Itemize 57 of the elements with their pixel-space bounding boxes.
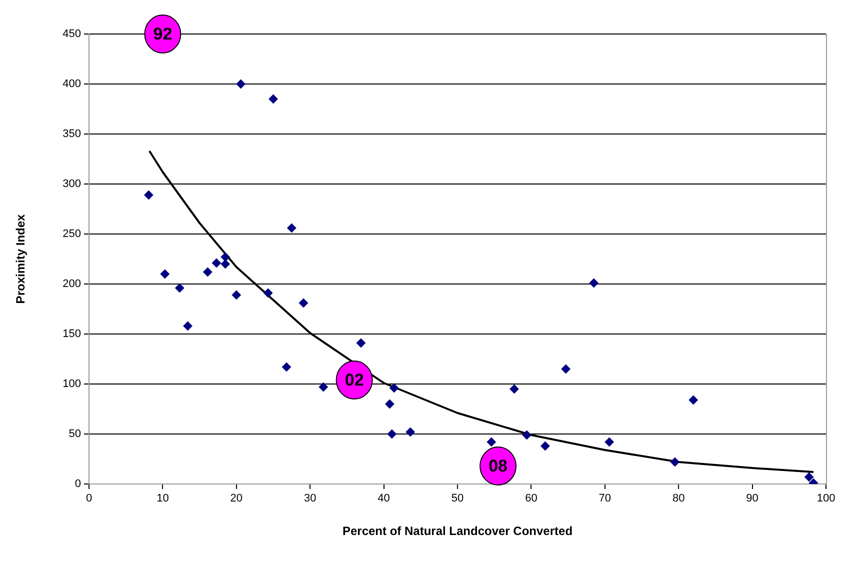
point — [561, 364, 570, 374]
x-tick-label: 60 — [525, 492, 538, 505]
y-tick-label: 350 — [62, 128, 81, 140]
x-tick-label: 40 — [378, 492, 390, 505]
point — [220, 252, 230, 262]
point — [589, 278, 598, 288]
x-tick-label: 100 — [816, 492, 836, 505]
point — [390, 384, 399, 392]
y-tick-label: 300 — [62, 178, 81, 190]
annotation: 02 — [344, 370, 364, 390]
point — [522, 430, 532, 440]
point — [670, 458, 680, 466]
x-tick-label: 10 — [156, 492, 169, 505]
y-tick-label: 200 — [62, 278, 81, 290]
annotation: 08 — [488, 456, 508, 476]
point — [540, 442, 550, 450]
point — [318, 382, 328, 392]
x-tick-label: 70 — [598, 492, 612, 505]
x-tick-label: 20 — [230, 492, 243, 505]
x-axis-title: Percent of Natural Landcover Converted — [342, 524, 573, 538]
point — [604, 438, 614, 446]
point — [232, 290, 241, 300]
point — [387, 430, 396, 438]
y-tick-label: 150 — [62, 328, 81, 340]
point — [298, 298, 308, 308]
point — [268, 94, 278, 104]
point — [212, 258, 221, 268]
point — [406, 428, 415, 436]
point — [220, 260, 230, 268]
point — [264, 288, 273, 298]
y-tick-label: 250 — [62, 228, 81, 240]
y-tick-label: 450 — [62, 28, 81, 40]
annotation: 92 — [153, 24, 172, 44]
point — [175, 284, 184, 292]
y-tick-label: 100 — [62, 378, 81, 390]
point — [183, 322, 192, 330]
x-tick-label: 80 — [672, 492, 685, 505]
x-tick-label: 0 — [86, 492, 92, 505]
y-tick-label: 400 — [62, 78, 81, 90]
x-tick-label: 30 — [304, 492, 316, 505]
point — [287, 224, 296, 232]
point — [385, 400, 394, 408]
point — [160, 270, 170, 278]
point — [486, 438, 496, 446]
point — [804, 472, 814, 482]
x-tick-label: 50 — [451, 492, 464, 505]
y-tick-label: 50 — [68, 428, 81, 440]
point — [236, 80, 246, 88]
x-tick-label: 90 — [746, 492, 758, 505]
point — [356, 338, 366, 348]
point — [688, 396, 698, 404]
point — [203, 268, 212, 276]
y-axis-title: Proximity Index — [14, 214, 28, 304]
y-tick-label: 0 — [74, 478, 81, 490]
point — [282, 362, 292, 372]
point — [144, 190, 154, 200]
point — [510, 384, 519, 394]
